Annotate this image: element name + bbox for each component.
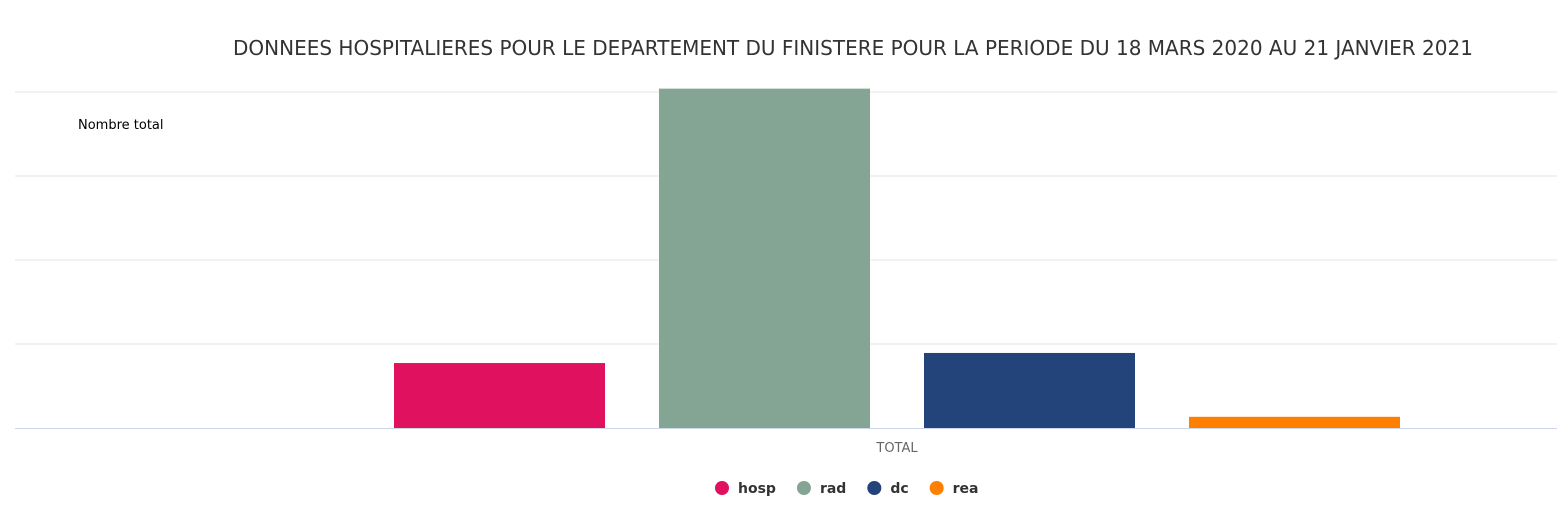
chart-title: DONNEES HOSPITALIERES POUR LE DEPARTEMEN… — [233, 36, 1473, 60]
legend: hosp rad dc rea — [715, 481, 979, 497]
legend-item-hosp[interactable]: hosp — [715, 481, 776, 497]
legend-item-rea[interactable]: rea — [929, 481, 979, 497]
legend-marker — [715, 481, 729, 495]
legend-label: rad — [820, 481, 846, 497]
legend-item-rad[interactable]: rad — [796, 481, 846, 497]
x-tick-label: TOTAL — [875, 441, 918, 456]
legend-item-dc[interactable]: dc — [867, 481, 909, 497]
bar-dc[interactable] — [924, 352, 1135, 428]
bar-series — [394, 88, 1400, 428]
bar-rad[interactable] — [659, 88, 870, 428]
bar-hosp[interactable] — [394, 363, 605, 428]
legend-marker — [867, 481, 882, 495]
bar-rea[interactable] — [1189, 416, 1400, 428]
legend-label: hosp — [738, 481, 776, 497]
legend-label: rea — [953, 481, 979, 497]
legend-marker — [796, 481, 811, 495]
legend-label: dc — [890, 481, 908, 497]
legend-marker — [929, 481, 944, 495]
y-axis-title: Nombre total — [78, 118, 164, 133]
